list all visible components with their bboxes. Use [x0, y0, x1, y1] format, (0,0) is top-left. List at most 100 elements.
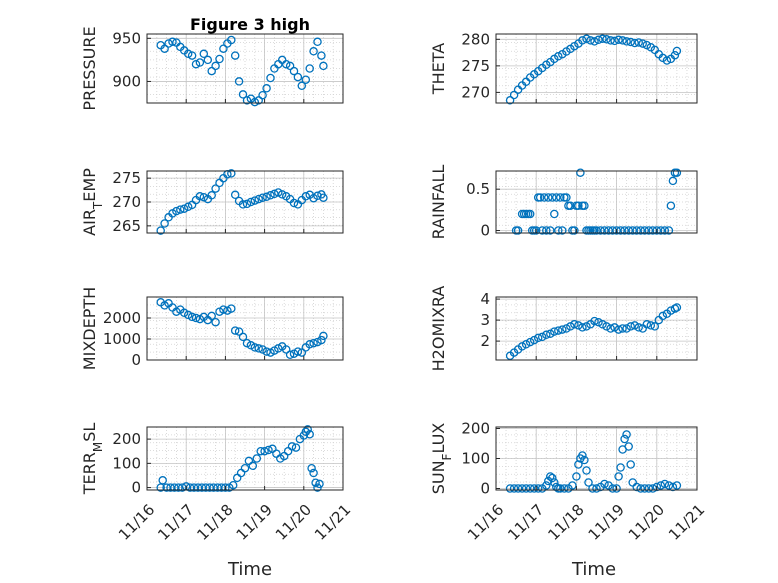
subplot-grid: 900 950 PRESSURE 270 275 280 THETA 265 270 275 AIR…: [80, 26, 708, 543]
data-point: [203, 55, 213, 65]
data-point: [301, 75, 311, 84]
x-tick-label: 11/18: [544, 501, 587, 544]
y-tick-label: 900: [112, 72, 141, 90]
y-axis-label: THETA: [429, 43, 448, 95]
data-point: [537, 226, 547, 235]
data-point: [620, 226, 629, 235]
data-series: [505, 303, 682, 361]
y-axis-label: AIRTEMP: [80, 168, 105, 236]
data-point: [505, 484, 515, 493]
data-point: [533, 484, 543, 493]
data-point: [221, 483, 230, 492]
data-point: [174, 483, 183, 492]
data-point: [548, 473, 557, 483]
data-point: [307, 463, 316, 473]
data-point: [598, 34, 607, 44]
x-axis-label-left: Time: [227, 559, 272, 580]
data-point: [228, 480, 238, 490]
data-point: [632, 226, 641, 235]
data-point: [574, 201, 583, 210]
data-point: [256, 446, 265, 456]
data-point: [309, 338, 318, 348]
data-point: [666, 201, 676, 210]
data-point: [558, 226, 567, 235]
data-point: [622, 430, 631, 439]
data-point: [634, 323, 643, 332]
data-point: [254, 344, 263, 353]
data-point: [620, 434, 629, 444]
data-point: [230, 326, 240, 335]
data-point: [156, 226, 165, 235]
data-point: [672, 168, 682, 177]
data-point: [604, 226, 613, 235]
data-point: [554, 326, 563, 335]
data-point: [266, 191, 275, 200]
data-point: [630, 38, 639, 48]
data-point: [660, 479, 670, 489]
data-point: [570, 226, 579, 235]
data-point: [584, 478, 593, 487]
data-point: [219, 44, 228, 53]
data-point: [606, 324, 615, 333]
data-point: [160, 44, 169, 53]
data-point: [509, 484, 519, 493]
data-point: [535, 193, 545, 202]
data-point: [612, 226, 621, 235]
data-point: [250, 97, 260, 107]
data-point: [624, 226, 633, 235]
data-series: [156, 35, 328, 107]
x-tick-label: 11/19: [585, 501, 628, 544]
data-point: [558, 325, 567, 334]
data-point: [628, 226, 637, 235]
data-point: [668, 176, 678, 186]
data-point: [205, 483, 214, 492]
axes-box: [146, 296, 344, 361]
data-point: [158, 476, 167, 485]
y-axis-label: TERRMSL: [80, 423, 105, 496]
data-point: [252, 454, 262, 463]
y-tick-label: 265: [112, 217, 141, 235]
data-point: [546, 226, 555, 235]
data-point: [505, 96, 515, 105]
y-axis-label: PRESSURE: [80, 26, 99, 110]
data-point: [293, 72, 303, 82]
data-point: [562, 193, 571, 202]
data-point: [160, 219, 169, 228]
x-tick-label: 11/21: [311, 501, 354, 544]
data-point: [313, 191, 322, 201]
data-point: [266, 73, 275, 83]
data-point: [594, 317, 603, 327]
data-point: [274, 188, 283, 197]
y-tick-label: 0: [480, 480, 490, 498]
data-point: [309, 468, 318, 478]
data-point: [548, 193, 557, 202]
data-point: [556, 193, 565, 202]
data-point: [227, 35, 236, 45]
data-point: [596, 226, 605, 235]
data-point: [566, 201, 575, 210]
data-point: [250, 343, 260, 352]
data-point: [664, 481, 674, 490]
data-point: [616, 463, 625, 472]
data-point: [319, 193, 328, 202]
x-tick-label: 11/17: [504, 501, 547, 544]
data-point: [626, 460, 635, 469]
x-tick-label: 11/19: [233, 501, 276, 544]
data-point: [258, 345, 267, 354]
y-tick-label: 270: [461, 83, 490, 101]
data-point: [550, 478, 559, 487]
data-point: [582, 34, 591, 44]
data-point: [554, 52, 563, 61]
data-point: [614, 472, 623, 481]
data-point: [550, 209, 559, 219]
data-point: [622, 37, 631, 46]
data-point: [207, 311, 216, 321]
data-point: [586, 36, 595, 45]
data-point: [262, 84, 271, 93]
data-point: [612, 484, 621, 493]
axes-box: [495, 296, 698, 361]
data-point: [566, 322, 575, 331]
data-point: [544, 193, 553, 202]
data-point: [618, 324, 627, 333]
data-point: [582, 466, 591, 475]
